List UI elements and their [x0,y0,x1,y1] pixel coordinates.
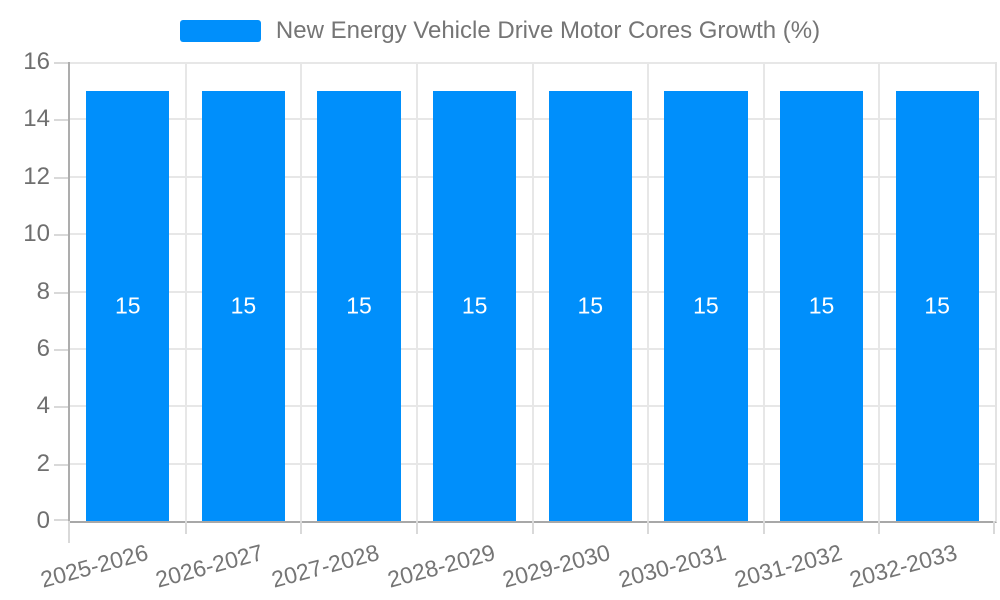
y-tick [54,348,68,351]
y-axis-label: 14 [23,105,50,133]
bar-value-label: 15 [577,292,604,319]
bar[interactable]: 15 [664,90,748,521]
y-tick [54,176,68,179]
bar-value-label: 15 [924,292,950,319]
y-tick [54,119,68,122]
bar[interactable]: 15 [779,90,864,521]
y-axis-label: 16 [23,48,50,75]
x-axis-label: 2026-2027 [153,539,267,593]
bar-value-label: 15 [230,292,257,319]
y-axis-label: 8 [36,277,50,305]
gridline [415,62,418,521]
gridline [184,62,187,521]
x-axis-label: 2030-2031 [615,539,729,593]
x-tick [531,521,534,534]
x-tick [993,521,995,534]
bar-value-label: 15 [461,292,488,319]
legend-swatch [179,20,261,42]
y-tick [54,62,68,64]
y-tick [54,406,68,409]
x-tick [415,521,418,534]
y-tick [54,234,68,237]
y-axis-label: 2 [36,449,50,477]
legend-item[interactable]: New Energy Vehicle Drive Motor Cores Gro… [0,16,1000,46]
x-tick [68,521,70,543]
gridline [300,62,303,521]
y-axis-label: 4 [36,392,50,420]
gridline [647,62,650,521]
y-axis-label: 6 [36,334,50,362]
x-tick [878,521,881,534]
x-tick [300,521,303,534]
bar[interactable]: 15 [433,90,517,521]
gridline [531,62,534,521]
x-axis-label: 2031-2032 [731,539,845,593]
gridline [762,62,765,521]
y-axis: 0 2 4 6 8 10 12 14 16 [0,48,50,534]
bar[interactable]: 15 [548,90,632,521]
y-tick [54,519,68,521]
x-axis-label: 2028-2029 [384,539,498,593]
y-tick [54,463,68,466]
bar[interactable]: 15 [895,90,979,521]
y-axis-label: 12 [23,162,50,190]
bar-value-label: 15 [115,292,141,319]
x-tick [762,521,765,534]
bar-value-label: 15 [693,292,719,319]
x-tick [184,521,187,534]
legend-label: New Energy Vehicle Drive Motor Cores Gro… [275,17,821,44]
y-axis-label: 10 [23,220,50,248]
x-axis-label: 2029-2030 [500,539,614,593]
x-axis-label: 2032-2033 [846,539,960,593]
x-tick [647,521,650,534]
x-axis-label: 2025-2026 [37,539,151,593]
plot-area: 15 15 15 15 15 15 15 15 [54,62,997,543]
bar[interactable]: 15 [201,90,286,521]
y-axis-label: 0 [36,507,50,534]
x-axis-label: 2027-2028 [268,539,382,593]
bar[interactable]: 15 [317,90,401,521]
bar-value-label: 15 [808,292,835,319]
bar-value-label: 15 [346,292,372,319]
gridline [878,62,881,521]
x-axis: 2025-2026 2026-2027 2027-2028 2028-2029 2029… [38,527,997,600]
y-tick [54,291,68,294]
bar[interactable]: 15 [86,90,170,521]
